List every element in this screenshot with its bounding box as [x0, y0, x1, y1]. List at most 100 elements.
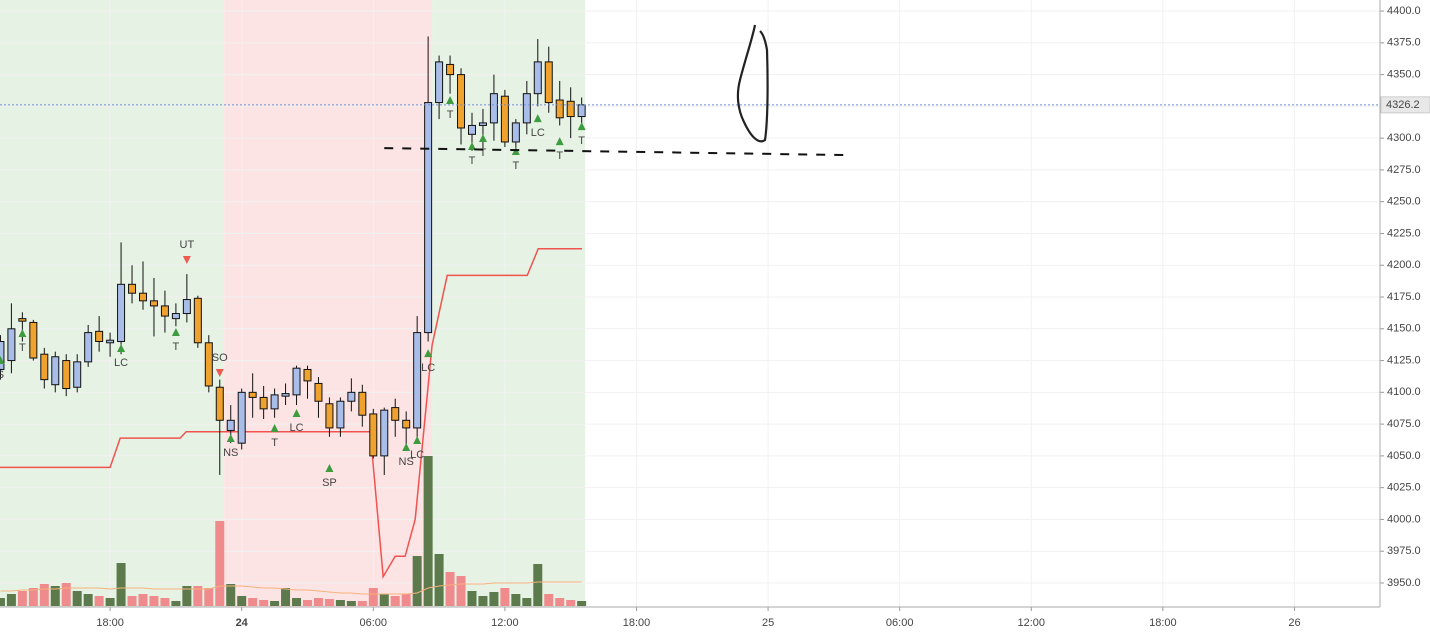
signal-label: NS	[223, 447, 238, 459]
candle-body	[402, 419, 411, 429]
volume-bar	[390, 596, 400, 606]
signal-label: T	[447, 109, 454, 121]
signal-label: SO	[212, 352, 228, 364]
candle-body	[336, 400, 345, 429]
x-tick-label: 26	[1288, 617, 1300, 629]
stop-line	[0, 247, 583, 580]
signal-label: SP	[322, 477, 337, 489]
signal-label: LC	[531, 127, 545, 139]
volume-bar	[511, 594, 521, 606]
y-tick-label: 4300.0	[1387, 132, 1421, 144]
volume-bar	[313, 598, 323, 606]
y-tick-label: 4075.0	[1387, 418, 1421, 430]
y-tick-label: 4250.0	[1387, 196, 1421, 208]
volume-bar	[478, 596, 488, 606]
candle-body	[555, 99, 564, 119]
signal-label: T	[578, 135, 585, 147]
volume-bar	[522, 598, 532, 606]
candle-body	[7, 328, 16, 362]
candle-body	[139, 292, 148, 302]
candle-body	[84, 332, 93, 363]
volume-bar	[412, 556, 422, 606]
candle-body	[237, 391, 246, 444]
y-tick-label: 4225.0	[1387, 227, 1421, 239]
volume-bar	[533, 564, 543, 606]
volume-bar	[346, 601, 356, 606]
volume-ma-line	[0, 581, 582, 595]
signal-marker	[270, 424, 279, 433]
candle-body	[358, 391, 367, 416]
candle-body	[314, 382, 323, 402]
signal-label: LC	[289, 422, 303, 434]
signal-marker	[577, 122, 586, 131]
signal-marker	[478, 134, 487, 143]
y-tick-label: 3950.0	[1387, 577, 1421, 589]
volume	[0, 456, 587, 606]
x-tick-label: 06:00	[360, 617, 388, 629]
signal-marker	[226, 433, 235, 442]
candle-body	[424, 102, 433, 334]
backgrounds	[0, 0, 586, 607]
volume-bar	[379, 594, 389, 606]
signal-marker	[292, 409, 301, 418]
candle-body	[0, 341, 5, 370]
signal-marker	[533, 114, 542, 123]
last-price-label: 4326.2	[1386, 99, 1420, 111]
signal-marker	[117, 343, 126, 352]
candle-body	[325, 403, 334, 429]
signal-marker	[446, 96, 455, 105]
session-background	[432, 0, 586, 607]
volume-bar	[182, 586, 192, 606]
candle-body	[391, 407, 400, 421]
signal-marker	[467, 142, 476, 151]
volume-bar	[335, 600, 345, 606]
x-tick-label: 25	[762, 617, 774, 629]
candle-body	[500, 95, 509, 143]
volume-bar	[17, 591, 27, 606]
y-tick-label: 4000.0	[1387, 513, 1421, 525]
volume-bar	[149, 596, 159, 606]
y-tick-label: 4350.0	[1387, 69, 1421, 81]
y-tick-label: 4150.0	[1387, 323, 1421, 335]
signal-label: UT	[180, 239, 195, 251]
signal-marker	[325, 463, 334, 472]
candle-body	[204, 342, 213, 387]
volume-bar	[226, 584, 236, 606]
candle-body	[259, 396, 268, 410]
signal-label: S	[0, 369, 4, 381]
y-tick-label: 4050.0	[1387, 450, 1421, 462]
y-tick-label: 4275.0	[1387, 164, 1421, 176]
candle-body	[544, 61, 553, 104]
freehand-drawing	[736, 24, 769, 143]
y-tick-label: 4400.0	[1387, 5, 1421, 17]
volume-bar	[83, 594, 93, 606]
volume-bar	[489, 592, 499, 606]
signal-marker	[18, 328, 27, 337]
volume-bar	[500, 588, 510, 606]
volume-bar	[50, 586, 60, 606]
candle-body	[446, 63, 455, 76]
signal-marker	[0, 356, 5, 365]
candle-body	[413, 332, 422, 429]
volume-bar	[270, 601, 280, 606]
volume-bar	[160, 598, 170, 606]
candle-body	[149, 300, 158, 307]
candle-body	[117, 283, 126, 343]
volume-bar	[0, 598, 5, 606]
volume-bar	[138, 594, 148, 606]
x-tick-label: 18:00	[623, 617, 651, 629]
volume-bar	[555, 598, 565, 606]
signal-label: T	[480, 147, 487, 159]
volume-bar	[292, 598, 302, 606]
signal-marker	[215, 369, 224, 378]
last-price-box	[1380, 96, 1430, 114]
candle-body	[281, 393, 290, 397]
volume-bar	[193, 586, 203, 606]
candle-body	[478, 122, 487, 126]
y-tick-label: 4200.0	[1387, 259, 1421, 271]
candle-body	[457, 74, 466, 129]
signal-label: T	[19, 342, 26, 354]
y-tick-label: 3975.0	[1387, 545, 1421, 557]
volume-bar	[248, 598, 258, 606]
